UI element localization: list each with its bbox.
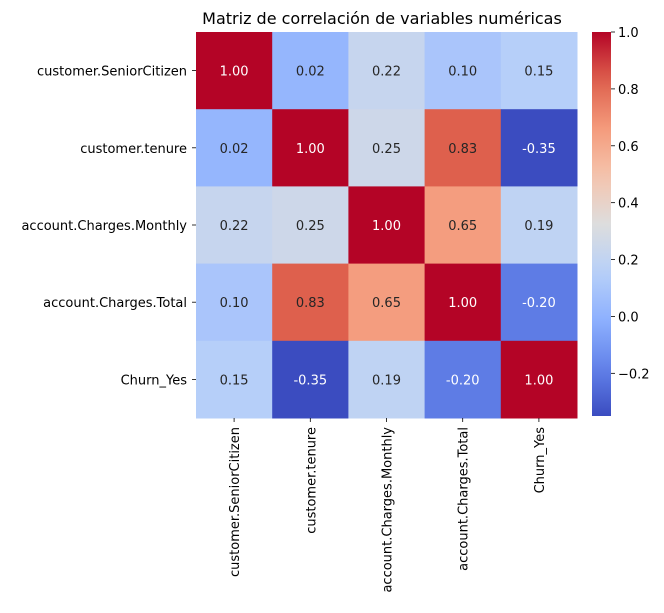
cell-value-label: 0.25 xyxy=(372,142,401,157)
cell-value-label: 1.00 xyxy=(448,296,477,311)
heatmap-cell xyxy=(272,32,349,110)
colorbar-gradient xyxy=(592,32,611,416)
cell-value-label: 0.83 xyxy=(296,296,325,311)
cell-value-label: -0.20 xyxy=(522,296,556,311)
heatmap-cell xyxy=(500,186,578,265)
heatmap-cell xyxy=(196,340,273,419)
cell-value-label: 0.02 xyxy=(296,65,325,80)
cell-value-label: 0.15 xyxy=(524,65,553,80)
cell-value-label: 0.10 xyxy=(220,296,249,311)
cell-value-label: 0.65 xyxy=(448,219,477,234)
cell-value-label: 0.22 xyxy=(372,65,401,80)
x-tick-label: customer.tenure xyxy=(304,427,319,534)
cell-value-label: 1.00 xyxy=(372,219,401,234)
heatmap-cell xyxy=(196,263,273,342)
cell-value-label: 1.00 xyxy=(296,142,325,157)
heatmap-cell xyxy=(500,32,578,110)
heatmap-cell xyxy=(500,340,578,419)
chart-title: Matriz de correlación de variables numér… xyxy=(202,9,562,28)
cell-value-label: 0.02 xyxy=(220,142,249,157)
y-tick-label: customer.tenure xyxy=(80,142,187,157)
colorbar-tick-label: 0.6 xyxy=(618,140,639,155)
cell-value-label: 0.65 xyxy=(372,296,401,311)
cell-value-label: 0.10 xyxy=(448,65,477,80)
cell-value-label: 0.15 xyxy=(220,373,249,388)
cell-value-label: 1.00 xyxy=(220,65,249,80)
heatmap-cell xyxy=(272,340,349,419)
y-axis: customer.SeniorCitizen customer.tenure acc… xyxy=(21,65,196,388)
heatmap-cell xyxy=(348,32,426,110)
heatmap-cell xyxy=(424,263,502,342)
cell-value-label: -0.35 xyxy=(522,142,556,157)
colorbar-tick-label: 0.4 xyxy=(618,197,639,212)
heatmap-cell xyxy=(196,186,273,265)
colorbar-tick-label: 0.8 xyxy=(618,83,639,98)
y-tick-label: customer.SeniorCitizen xyxy=(37,65,187,80)
colorbar-tick-label: 0.2 xyxy=(618,254,639,269)
x-tick-label: account.Charges.Monthly xyxy=(381,427,396,593)
colorbar-tick-label: 0.0 xyxy=(618,310,639,325)
cell-value-label: -0.20 xyxy=(446,373,480,388)
heatmap-cell xyxy=(424,32,502,110)
colorbar: −0.2 0.0 0.2 0.4 0.6 0.8 1.0 xyxy=(592,26,650,416)
heatmap-cell xyxy=(348,109,426,187)
cell-value-label: 1.00 xyxy=(524,373,553,388)
cell-value-label: 0.83 xyxy=(448,142,477,157)
heatmap-cell xyxy=(424,340,502,419)
y-tick-label: account.Charges.Monthly xyxy=(21,219,187,234)
heatmap-cell xyxy=(196,109,273,187)
colorbar-tick-label: 1.0 xyxy=(618,26,639,41)
heatmap-cells: 1.00 0.02 0.22 0.10 0.15 0.02 1.00 0.25 0.83 -0.3… xyxy=(196,32,578,419)
cell-value-label: 0.22 xyxy=(220,219,249,234)
heatmap-cell xyxy=(272,109,349,187)
cell-value-label: 0.19 xyxy=(372,373,401,388)
cell-value-label: 0.19 xyxy=(524,219,553,234)
x-tick-label: customer.SeniorCitizen xyxy=(228,427,243,577)
heatmap-cell xyxy=(500,109,578,187)
heatmap-cell xyxy=(348,186,426,265)
heatmap-cell xyxy=(348,263,426,342)
heatmap-cell xyxy=(196,32,273,110)
y-tick-label: Churn_Yes xyxy=(121,373,188,388)
heatmap-cell xyxy=(272,263,349,342)
x-tick-label: account.Charges.Total xyxy=(457,427,472,571)
heatmap-cell xyxy=(424,186,502,265)
x-tick-label: Churn_Yes xyxy=(533,427,548,494)
cell-value-label: 0.25 xyxy=(296,219,325,234)
heatmap-cell xyxy=(500,263,578,342)
heatmap-cell xyxy=(272,186,349,265)
x-axis: customer.SeniorCitizen customer.tenure acc… xyxy=(228,418,548,593)
cell-value-label: -0.35 xyxy=(293,373,327,388)
heatmap-cell xyxy=(424,109,502,187)
colorbar-tick-label: −0.2 xyxy=(618,367,650,382)
y-tick-label: account.Charges.Total xyxy=(43,296,187,311)
heatmap-cell xyxy=(348,340,426,419)
